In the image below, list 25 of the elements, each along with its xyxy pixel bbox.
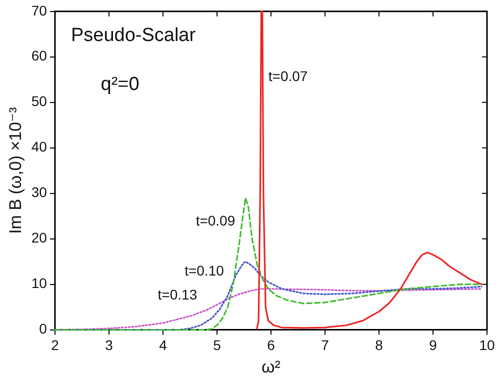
x-tick-label: 5 <box>213 337 222 354</box>
annotation: Pseudo-Scalar <box>70 25 196 46</box>
annotation: t=0.09 <box>196 212 236 228</box>
x-tick-label: 6 <box>267 337 276 354</box>
y-tick-label: 30 <box>31 184 48 200</box>
x-tick-label: 8 <box>375 337 384 354</box>
y-tick-label: 70 <box>31 2 48 18</box>
y-tick-label: 0 <box>39 320 48 337</box>
y-axis-title: Im B (ω,0) ×10⁻³ <box>6 106 25 234</box>
x-axis-title: ω² <box>262 357 281 376</box>
annotation: t=0.07 <box>268 68 308 84</box>
y-tick-label: 20 <box>31 230 48 246</box>
x-tick-label: 2 <box>51 337 60 354</box>
annotation: t=0.13 <box>158 286 198 302</box>
y-tick-label: 10 <box>31 275 48 292</box>
annotation: q²=0 <box>100 74 140 95</box>
x-tick-label: 4 <box>159 337 168 354</box>
y-tick-label: 50 <box>31 93 48 110</box>
x-tick-label: 7 <box>321 337 330 354</box>
x-tick-label: 10 <box>479 337 495 354</box>
x-tick-label: 9 <box>429 337 438 354</box>
y-tick-label: 60 <box>31 48 48 64</box>
y-tick-label: 40 <box>31 138 48 155</box>
annotation: t=0.10 <box>184 262 224 279</box>
x-tick-label: 3 <box>105 337 114 354</box>
